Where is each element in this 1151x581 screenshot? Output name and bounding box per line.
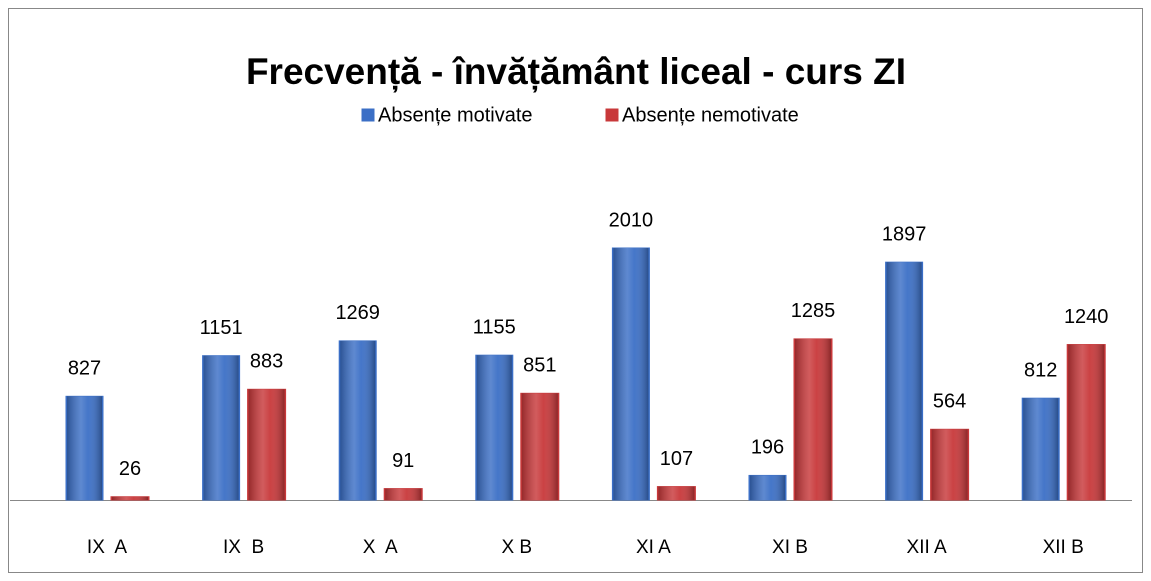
legend-label: Absențe motivate <box>378 104 533 126</box>
data-label: 1897 <box>882 223 927 245</box>
data-label: 564 <box>933 391 966 413</box>
x-tick-label: XII A <box>907 537 947 558</box>
data-label: 1155 <box>473 316 516 338</box>
bar <box>520 392 560 501</box>
legend-label: Absențe nemotivate <box>622 104 799 126</box>
data-label: 851 <box>523 355 556 377</box>
bar <box>247 388 287 501</box>
legend-swatch <box>361 108 375 122</box>
data-label: 1151 <box>200 317 243 339</box>
legend-swatch <box>605 108 619 122</box>
bar <box>1066 344 1106 501</box>
data-label: 107 <box>660 448 693 470</box>
data-label: 1269 <box>335 302 380 324</box>
data-label: 91 <box>392 450 414 472</box>
bar <box>383 488 423 501</box>
data-label: 1285 <box>791 300 836 322</box>
x-tick-label: IX A <box>87 537 127 558</box>
data-label: 196 <box>751 437 784 459</box>
bar <box>338 340 377 501</box>
bar <box>793 338 833 501</box>
data-label: 827 <box>68 358 101 380</box>
data-label: 1240 <box>1064 306 1109 328</box>
data-label: 812 <box>1024 359 1057 381</box>
x-tick-label: XII B <box>1043 537 1084 558</box>
bar <box>656 486 696 501</box>
bar <box>611 247 650 501</box>
bar <box>748 474 787 501</box>
bar <box>1021 397 1060 501</box>
x-tick-label: X B <box>501 537 532 558</box>
bar <box>885 261 924 501</box>
bar <box>110 496 150 501</box>
bar <box>930 428 970 501</box>
bar <box>202 355 241 501</box>
x-tick-label: X A <box>363 537 398 558</box>
x-tick-label: IX B <box>223 537 264 558</box>
chart-title: Frecvență - învățământ liceal - curs ZI <box>246 51 906 93</box>
x-tick-label: XI A <box>636 537 671 558</box>
data-label: 883 <box>250 351 283 373</box>
bar <box>65 395 104 501</box>
data-label: 26 <box>119 458 141 480</box>
chart-frame <box>8 8 1143 573</box>
x-tick-label: XI B <box>772 537 808 558</box>
bar <box>475 354 514 501</box>
data-label: 2010 <box>609 209 654 231</box>
